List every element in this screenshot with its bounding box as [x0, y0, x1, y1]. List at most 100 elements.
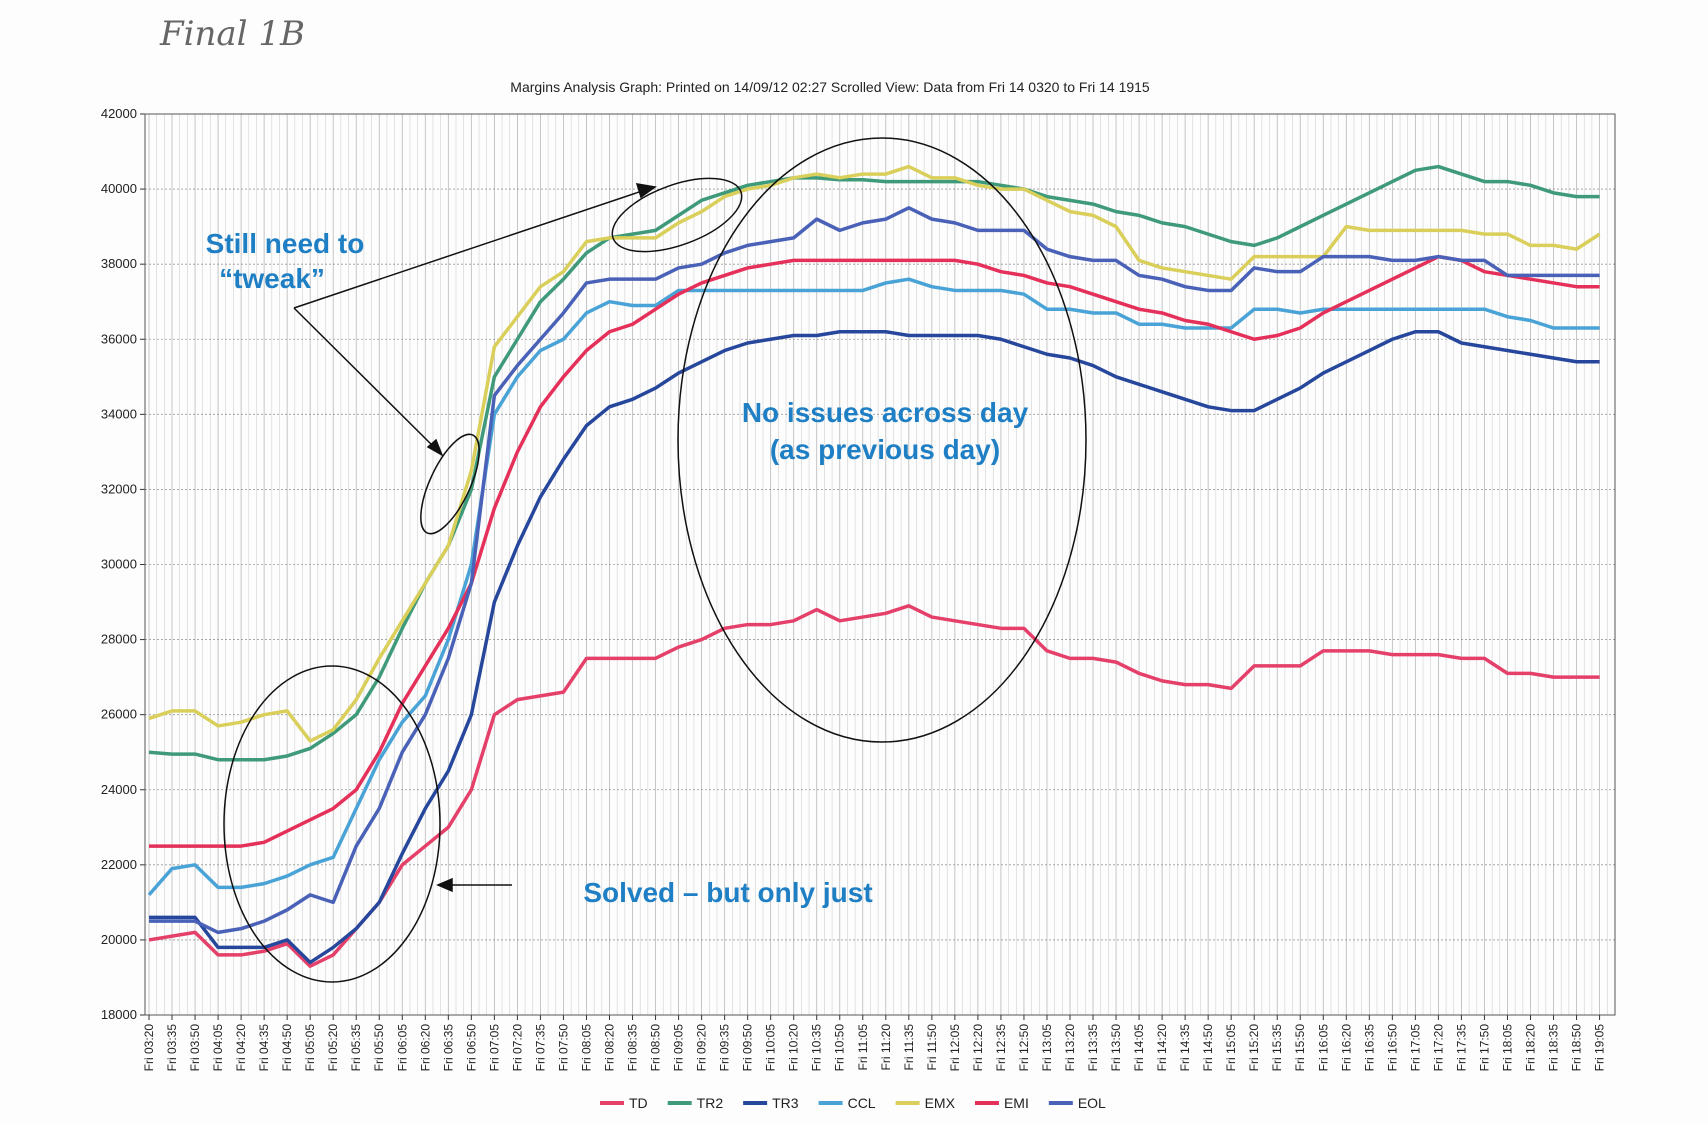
- x-tick-label: Fri 13:35: [1086, 1024, 1100, 1072]
- ellipse: [677, 137, 1087, 743]
- y-tick-label: 26000: [101, 707, 137, 722]
- x-tick-label: Fri 10:05: [764, 1024, 778, 1072]
- x-tick-label: Fri 14:20: [1155, 1024, 1169, 1072]
- x-tick-label: Fri 18:20: [1523, 1024, 1537, 1072]
- y-tick-label: 34000: [101, 406, 137, 421]
- y-tick-label: 32000: [101, 481, 137, 496]
- ellipse: [223, 665, 441, 983]
- arrow: [293, 307, 440, 453]
- x-tick-label: Fri 08:35: [626, 1024, 640, 1072]
- x-tick-label: Fri 07:50: [556, 1024, 570, 1072]
- x-tick-label: Fri 17:50: [1477, 1024, 1491, 1072]
- y-tick-label: 36000: [101, 331, 137, 346]
- x-tick-label: Fri 03:50: [188, 1024, 202, 1072]
- x-tick-label: Fri 10:50: [833, 1024, 847, 1072]
- legend: TD TR2 TR3 CCL EMX EMI EOL: [600, 1095, 1106, 1111]
- y-tick-label: 28000: [101, 632, 137, 647]
- x-tick-label: Fri 15:05: [1224, 1024, 1238, 1072]
- x-tick-label: Fri 07:20: [510, 1024, 524, 1072]
- x-tick-label: Fri 08:05: [579, 1024, 593, 1072]
- series-line: [147, 277, 1600, 897]
- x-tick-label: Fri 09:05: [672, 1024, 686, 1072]
- legend-label: EMX: [925, 1095, 956, 1111]
- x-tick-label: Fri 03:20: [142, 1024, 156, 1072]
- x-tick-label: Fri 17:05: [1408, 1024, 1422, 1072]
- x-tick-label: Fri 06:05: [395, 1024, 409, 1072]
- arrow: [293, 187, 652, 309]
- x-tick-label: Fri 12:50: [1017, 1024, 1031, 1072]
- x-tick-label: Fri 09:50: [741, 1024, 755, 1072]
- arrowhead: [436, 877, 453, 893]
- legend-label: EMI: [1004, 1095, 1029, 1111]
- y-tick-label: 24000: [101, 782, 137, 797]
- series-line: [148, 164, 1600, 762]
- series-line: [148, 604, 1600, 968]
- x-tick-label: Fri 05:05: [303, 1024, 317, 1072]
- x-tick-label: Fri 11:05: [856, 1024, 870, 1071]
- legend-label: TR2: [697, 1095, 724, 1111]
- handwritten-label: Final 1B: [159, 14, 305, 54]
- plot-area: 18000 20000 22000 24000 26000 28000 30000 32000…: [101, 106, 1616, 1072]
- x-tick-label: Fri 03:35: [165, 1024, 179, 1072]
- x-tick-label: Fri 13:20: [1063, 1024, 1077, 1072]
- x-tick-label: Fri 12:05: [948, 1024, 962, 1072]
- x-tick-label: Fri 19:05: [1593, 1024, 1607, 1072]
- ellipse: [611, 177, 743, 253]
- y-tick-label: 22000: [101, 857, 137, 872]
- arrowhead: [635, 183, 657, 199]
- y-tick-label: 18000: [101, 1007, 137, 1022]
- x-tick-label: Fri 07:05: [487, 1024, 501, 1072]
- x-tick-label: Fri 11:35: [902, 1024, 916, 1071]
- x-tick-label: Fri 11:20: [879, 1024, 893, 1071]
- x-tick-label: Fri 18:05: [1500, 1024, 1514, 1072]
- x-tick-label: Fri 15:20: [1247, 1024, 1261, 1072]
- x-tick-label: Fri 14:35: [1178, 1024, 1192, 1072]
- annotation: Solved – but only just: [583, 877, 872, 908]
- series-line: [148, 164, 1601, 743]
- annotation: No issues across day: [742, 397, 1029, 428]
- x-tick-label: Fri 09:20: [695, 1024, 709, 1072]
- annotation: (as previous day): [770, 434, 1000, 465]
- x-tick-label: Fri 08:20: [602, 1024, 616, 1072]
- x-tick-label: Fri 04:50: [280, 1024, 294, 1072]
- x-tick-label: Fri 13:05: [1040, 1024, 1054, 1072]
- x-tick-label: Fri 14:05: [1132, 1024, 1146, 1072]
- x-tick-label: Fri 17:35: [1454, 1024, 1468, 1072]
- ellipse: [420, 433, 480, 535]
- x-tick-label: Fri 09:35: [718, 1024, 732, 1072]
- x-tick-label: Fri 10:35: [810, 1024, 824, 1072]
- x-tick-label: Fri 06:50: [464, 1024, 478, 1072]
- x-tick-label: Fri 17:20: [1431, 1024, 1445, 1072]
- series-line: [149, 254, 1600, 848]
- y-tick-label: 42000: [101, 106, 137, 121]
- x-tick-label: Fri 16:35: [1362, 1024, 1376, 1072]
- x-tick-label: Fri 16:50: [1385, 1024, 1399, 1072]
- x-tick-label: Fri 11:50: [925, 1024, 939, 1071]
- x-tick-label: Fri 05:35: [349, 1024, 363, 1072]
- annotation: Still need to: [206, 228, 365, 259]
- legend-label: CCL: [848, 1095, 876, 1111]
- chart-title: Margins Analysis Graph: Printed on 14/09…: [510, 79, 1150, 95]
- annotation: “tweak”: [219, 263, 325, 294]
- x-tick-label: Fri 16:05: [1316, 1024, 1330, 1072]
- x-tick-label: Fri 18:35: [1547, 1024, 1561, 1072]
- legend-label: EOL: [1078, 1095, 1106, 1111]
- x-tick-label: Fri 04:20: [234, 1024, 248, 1072]
- x-tick-label: Fri 05:50: [372, 1024, 386, 1072]
- legend-label: TR3: [772, 1095, 799, 1111]
- legend-label: TD: [629, 1095, 648, 1111]
- x-tick-label: Fri 08:50: [649, 1024, 663, 1072]
- x-tick-label: Fri 12:20: [971, 1024, 985, 1072]
- y-tick-label: 30000: [101, 557, 137, 572]
- y-tick-label: 38000: [101, 256, 137, 271]
- x-tick-label: Fri 16:20: [1339, 1024, 1353, 1072]
- annotation-shapes: [223, 137, 1087, 983]
- x-tick-label: Fri 13:50: [1109, 1024, 1123, 1072]
- x-tick-label: Fri 15:50: [1293, 1024, 1307, 1072]
- x-tick-label: Fri 10:20: [787, 1024, 801, 1072]
- y-tick-label: 40000: [101, 181, 137, 196]
- x-tick-label: Fri 04:35: [257, 1024, 271, 1072]
- x-tick-label: Fri 06:35: [441, 1024, 455, 1072]
- y-tick-label: 20000: [101, 932, 137, 947]
